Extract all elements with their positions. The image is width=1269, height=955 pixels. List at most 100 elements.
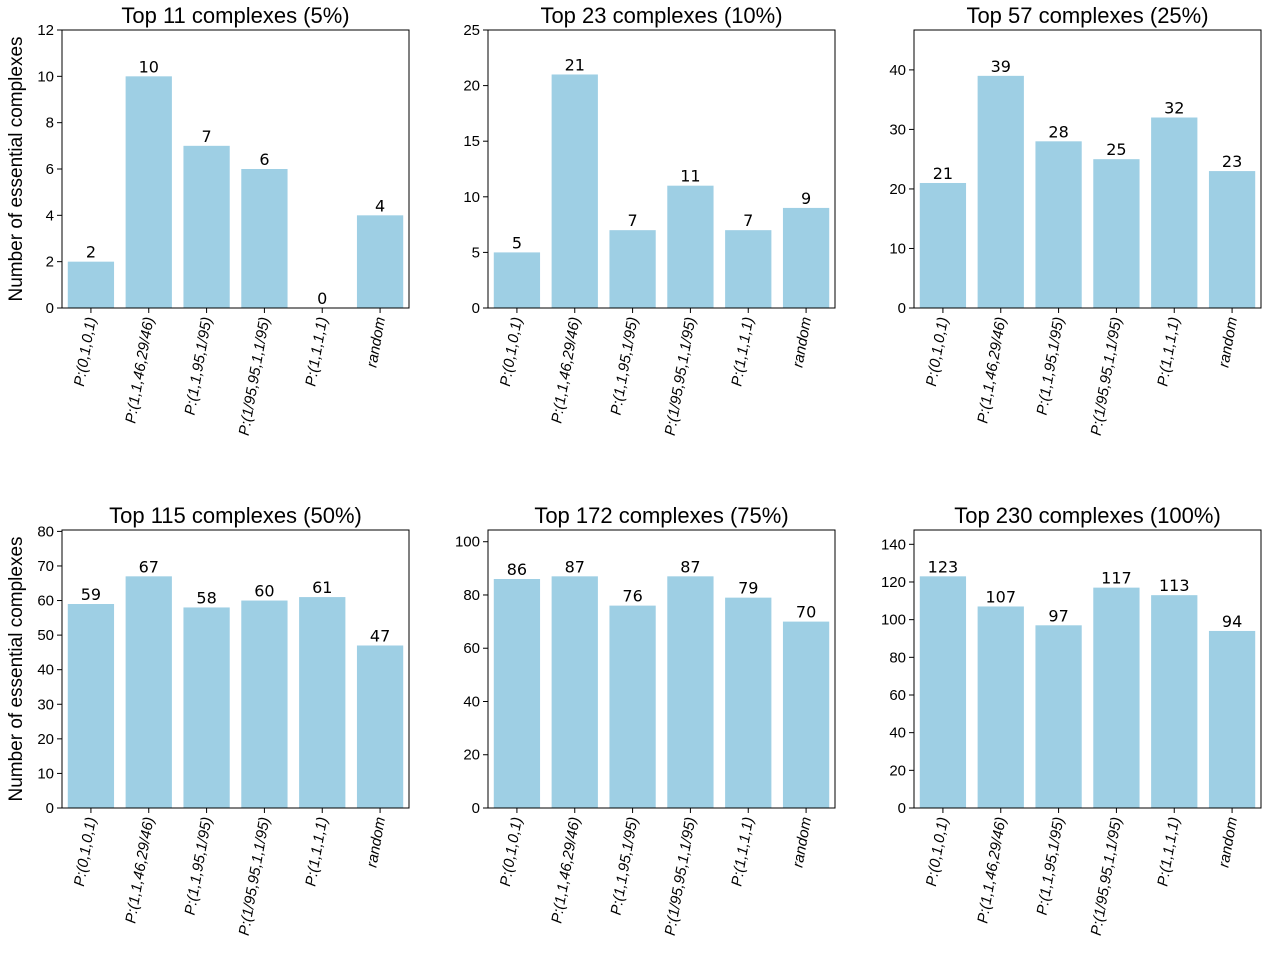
y-tick-label: 20 (889, 762, 906, 779)
y-tick-label: 8 (46, 115, 54, 132)
y-tick-label: 100 (455, 534, 480, 551)
x-tick-label: P:(1,1,46,29/46) (122, 316, 157, 425)
bar-value-label: 7 (201, 127, 211, 146)
y-tick-label: 10 (463, 189, 480, 206)
bar (551, 74, 598, 308)
bar-value-label: 76 (622, 587, 642, 606)
chart-title: Top 23 complexes (10%) (540, 3, 782, 28)
bar (356, 215, 404, 308)
chart-title: Top 57 complexes (25%) (966, 3, 1208, 28)
bar (299, 597, 346, 808)
y-tick-label: 30 (889, 121, 906, 138)
bar (919, 182, 967, 308)
bar (493, 252, 541, 308)
x-tick-label: P:(1,1,46,29/46) (974, 316, 1009, 425)
chart-panel-1: 2 10 7 6 0 4 0 2 4 6 8 10 12 P:(0,1,0,1) P:(1,1,46,29/… (6, 3, 410, 437)
y-tick-label: 6 (46, 161, 54, 178)
y-tick-label: 60 (889, 687, 906, 704)
bar-value-label: 97 (1048, 606, 1068, 625)
plot-frame (61, 529, 410, 809)
y-tick-label: 40 (889, 725, 906, 742)
bar-value-label: 23 (1222, 152, 1242, 171)
x-tick-label: P:(0,1,0,1) (497, 316, 526, 388)
bar-value-label: 32 (1164, 99, 1184, 118)
bar-value-label: 5 (512, 233, 522, 252)
y-tick-label: 40 (463, 693, 480, 710)
x-tick-label: P:(1,1,1,1) (1154, 816, 1183, 888)
y-tick-label: 10 (37, 765, 54, 782)
bar (183, 607, 230, 808)
y-tick-label: 100 (881, 612, 906, 629)
x-tick-label: random (789, 816, 815, 869)
x-tick-label: random (789, 316, 815, 369)
bar-value-label: 87 (565, 557, 585, 576)
bar (977, 75, 1024, 308)
bar-value-label: 28 (1048, 122, 1068, 141)
bar (1208, 171, 1256, 308)
bar (1151, 117, 1198, 308)
bar (493, 579, 541, 808)
y-tick-label: 4 (46, 207, 54, 224)
bar (356, 645, 404, 808)
plot-frame (913, 29, 1262, 309)
bar-value-label: 59 (81, 585, 101, 604)
x-tick-label: P:(1,1,95,1/95) (182, 816, 216, 917)
y-tick-label: 0 (472, 300, 480, 317)
bar (67, 604, 115, 808)
bar (1208, 630, 1256, 808)
chart-panel-6: 123 107 97 117 113 94 0 20 40 60 80 100 120 140 P:(0,1… (881, 503, 1262, 937)
bar-value-label: 0 (317, 289, 327, 308)
chart-title: Top 11 complexes (5%) (121, 3, 349, 28)
bar (725, 597, 772, 808)
bar-value-label: 113 (1159, 576, 1190, 595)
x-tick-label: P:(1,1,46,29/46) (122, 816, 157, 925)
x-tick-label: P:(0,1,0,1) (497, 816, 526, 888)
bar (1151, 595, 1198, 808)
bar (1093, 587, 1140, 808)
x-tick-label: P:(1/95,95,1,1/95) (662, 316, 700, 437)
bar-value-label: 94 (1222, 612, 1242, 631)
x-tick-label: P:(1,1,95,1/95) (182, 316, 216, 417)
bar-value-label: 7 (627, 211, 637, 230)
x-tick-label: P:(0,1,0,1) (923, 816, 952, 888)
y-tick-label: 2 (46, 254, 54, 271)
bar (241, 600, 288, 808)
y-tick-label: 20 (37, 731, 54, 748)
bar (125, 576, 172, 808)
plot-frame (913, 529, 1262, 809)
bar-value-label: 58 (196, 588, 216, 607)
chart-panel-3: 21 39 28 25 32 23 0 10 20 30 40 P:(0,1,0,1) P:(1,1,4… (889, 3, 1262, 437)
bar (1035, 625, 1082, 808)
bar (782, 207, 830, 308)
bar-value-label: 70 (796, 603, 816, 622)
bar-value-label: 21 (933, 164, 953, 183)
x-tick-label: P:(1,1,95,1/95) (608, 816, 642, 917)
y-tick-label: 20 (463, 78, 480, 95)
x-tick-label: P:(1,1,95,1/95) (1034, 816, 1068, 917)
y-tick-label: 10 (37, 68, 54, 85)
plot-frame (487, 29, 836, 309)
y-tick-label: 5 (472, 244, 480, 261)
y-tick-label: 25 (463, 22, 480, 39)
bar-value-label: 10 (139, 57, 159, 76)
y-tick-label: 60 (463, 640, 480, 657)
x-tick-label: P:(1,1,95,1/95) (608, 316, 642, 417)
y-tick-label: 0 (898, 300, 906, 317)
y-tick-label: 140 (881, 536, 906, 553)
bar-value-label: 7 (743, 211, 753, 230)
x-tick-label: random (1215, 316, 1241, 369)
chart-title: Top 172 complexes (75%) (534, 503, 788, 528)
x-tick-label: random (1215, 816, 1241, 869)
y-tick-label: 70 (37, 558, 54, 575)
bar-value-label: 123 (928, 557, 959, 576)
x-tick-label: P:(0,1,0,1) (71, 816, 100, 888)
x-tick-label: random (363, 316, 389, 369)
chart-panel-5: 86 87 76 87 79 70 0 20 40 60 80 100 P:(0,1,0,1) P:(1,… (455, 503, 836, 937)
y-tick-label: 40 (37, 662, 54, 679)
y-tick-label: 0 (472, 800, 480, 817)
chart-title: Top 115 complexes (50%) (109, 503, 362, 528)
chart-panel-2: 5 21 7 11 7 9 0 5 10 15 20 25 P:(0,1,0,1) P:(1,1,46,2… (463, 3, 836, 437)
bar (725, 230, 772, 308)
bar (125, 76, 172, 308)
y-tick-label: 30 (37, 696, 54, 713)
